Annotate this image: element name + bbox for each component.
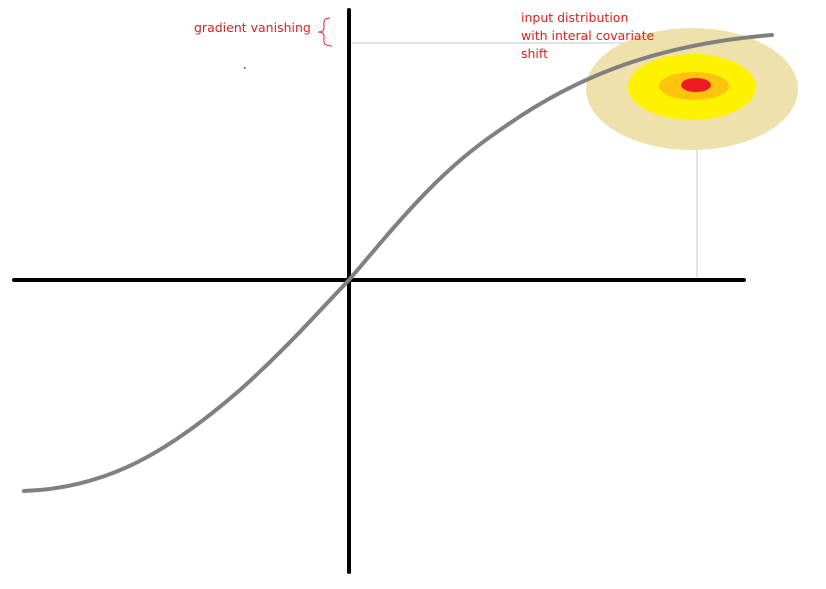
input-distribution-label: input distribution with interal covariat… [521, 9, 654, 63]
input-distribution-label-line2: with interal covariate [521, 28, 655, 43]
curly-brace-icon [317, 17, 333, 47]
sigmoid-curve [22, 33, 774, 493]
stray-dot [244, 67, 246, 69]
gradient-vanishing-label: gradient vanishing [194, 20, 311, 35]
input-distribution-label-line3: shift [521, 46, 548, 61]
input-distribution-label-line1: input distribution [521, 10, 629, 25]
distribution-center [681, 78, 711, 92]
